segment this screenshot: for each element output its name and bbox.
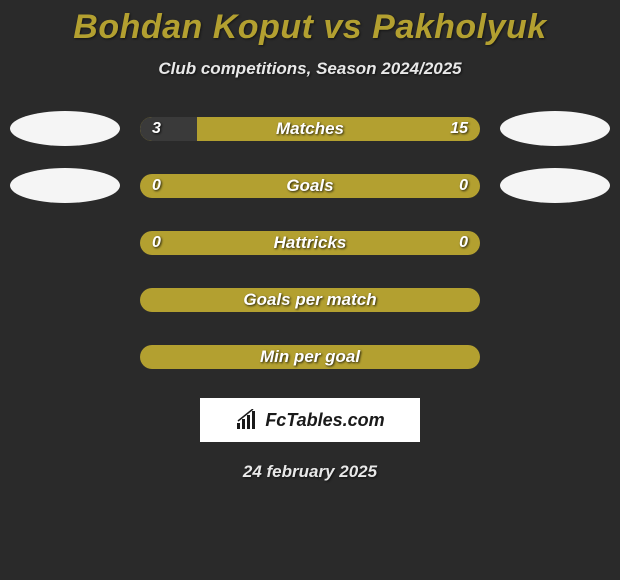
stat-label: Hattricks <box>140 233 480 253</box>
stat-row: 3Matches15 <box>0 111 620 146</box>
stat-bar: 0Goals0 <box>140 174 480 198</box>
stat-value-right: 0 <box>459 177 468 195</box>
stat-label: Min per goal <box>140 347 480 367</box>
stat-bar: 0Hattricks0 <box>140 231 480 255</box>
stat-row: 0Hattricks0 <box>0 225 620 260</box>
stat-value-right: 15 <box>450 120 468 138</box>
chart-icon <box>235 409 259 431</box>
stat-bar: 3Matches15 <box>140 117 480 141</box>
comparison-infographic: Bohdan Koput vs Pakholyuk Club competiti… <box>0 0 620 482</box>
stat-value-right: 0 <box>459 234 468 252</box>
stat-row: Goals per match <box>0 282 620 317</box>
player-avatar-left <box>10 111 120 146</box>
logo-box[interactable]: FcTables.com <box>200 398 420 442</box>
stat-row: 0Goals0 <box>0 168 620 203</box>
player-avatar-left <box>10 168 120 203</box>
stat-label: Goals <box>140 176 480 196</box>
stats-list: 3Matches150Goals00Hattricks0Goals per ma… <box>0 111 620 374</box>
stat-label: Goals per match <box>140 290 480 310</box>
stat-row: Min per goal <box>0 339 620 374</box>
stat-bar: Min per goal <box>140 345 480 369</box>
player-avatar-right <box>500 111 610 146</box>
stat-bar: Goals per match <box>140 288 480 312</box>
date-label: 24 february 2025 <box>0 462 620 482</box>
stat-label: Matches <box>140 119 480 139</box>
logo-text: FcTables.com <box>265 410 384 431</box>
subtitle: Club competitions, Season 2024/2025 <box>0 59 620 79</box>
page-title: Bohdan Koput vs Pakholyuk <box>0 8 620 47</box>
player-avatar-right <box>500 168 610 203</box>
